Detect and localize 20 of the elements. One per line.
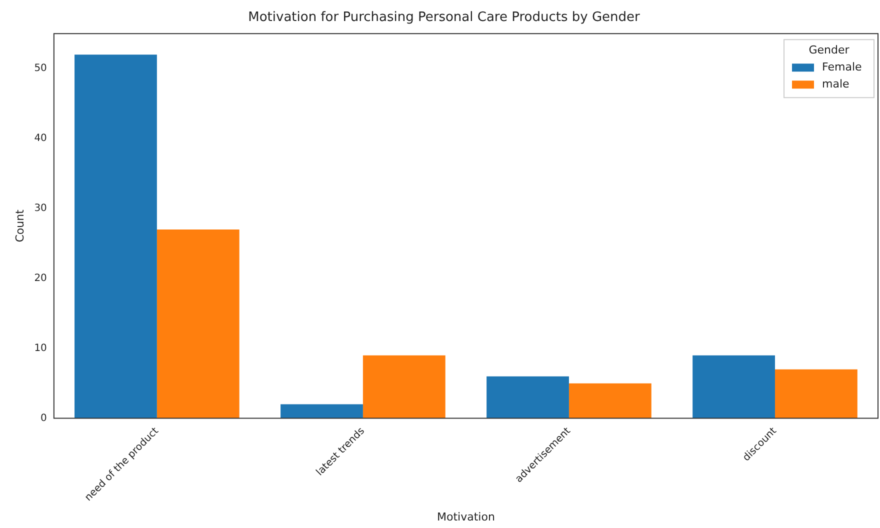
legend-title: Gender	[808, 43, 850, 56]
y-tick-label: 0	[40, 412, 47, 424]
y-tick-label: 40	[34, 133, 47, 144]
bar	[774, 369, 858, 418]
bar	[692, 355, 775, 418]
bar	[486, 376, 569, 418]
y-tick-label: 50	[34, 63, 47, 74]
y-tick-label: 10	[34, 342, 47, 354]
legend-label: male	[822, 77, 850, 90]
bar	[156, 229, 240, 418]
bar	[280, 404, 363, 418]
y-tick-label: 30	[34, 203, 47, 214]
bar	[74, 54, 157, 418]
bar	[568, 383, 652, 418]
legend-label: Female	[822, 60, 862, 74]
chart-title: Motivation for Purchasing Personal Care Products by Gender	[248, 10, 641, 26]
x-axis-title: Motivation	[437, 510, 495, 524]
bar	[362, 355, 446, 418]
y-axis-title: Count	[13, 208, 26, 242]
y-tick-label: 20	[34, 272, 47, 284]
